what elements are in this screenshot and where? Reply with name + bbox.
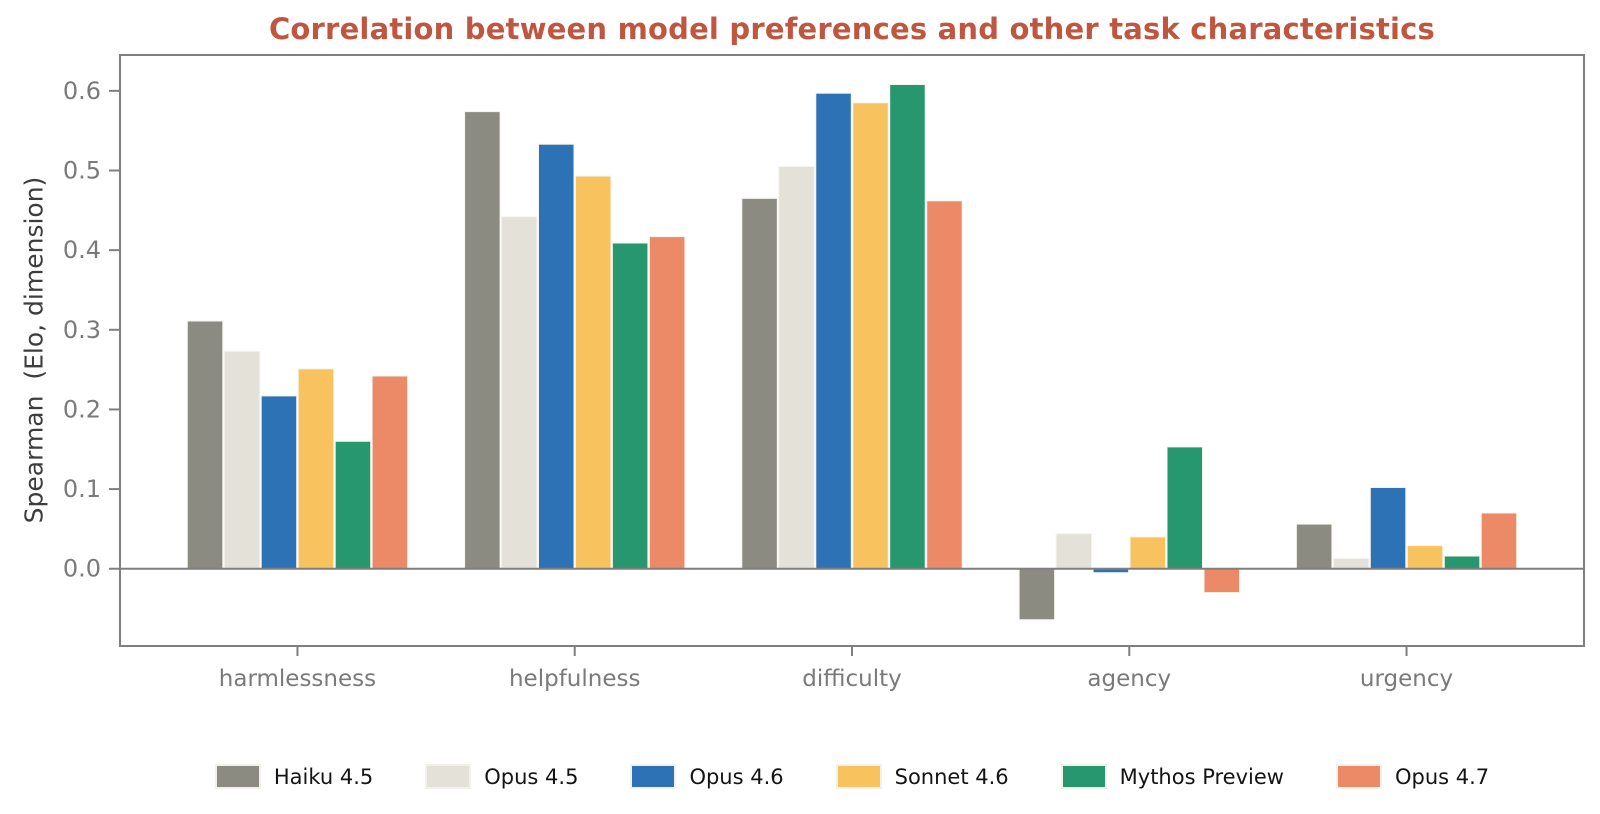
- chart-legend: Haiku 4.5 Opus 4.5 Opus 4.6 Sonnet 4.6 Mytho…: [120, 764, 1584, 789]
- legend-swatch: [425, 764, 472, 789]
- legend-item-mythos-preview: Mythos Preview: [1060, 764, 1284, 789]
- legend-label: Opus 4.6: [689, 764, 784, 789]
- legend-swatch: [1060, 764, 1107, 789]
- y-tick-label: 0.3: [63, 316, 101, 344]
- bar-mythos-preview-agency: [1166, 446, 1203, 570]
- bar-haiku-4-5-urgency: [1295, 523, 1333, 570]
- bar-mythos-preview-helpfulness: [611, 242, 649, 570]
- x-category-label: difficulty: [802, 666, 901, 692]
- bar-mythos-preview-urgency: [1443, 555, 1481, 570]
- bar-mythos-preview-harmlessness: [334, 440, 372, 570]
- legend-label: Sonnet 4.6: [894, 764, 1009, 789]
- legend-label: Haiku 4.5: [273, 764, 374, 789]
- bar-opus-4-6-difficulty: [815, 92, 852, 570]
- legend-label: Opus 4.7: [1394, 764, 1490, 789]
- bar-opus-4-5-urgency: [1332, 557, 1370, 570]
- chart-title: Correlation between model preferences an…: [268, 12, 1436, 46]
- bar-opus-4-5-helpfulness: [501, 216, 538, 570]
- plot-border: [119, 54, 1585, 647]
- y-tick-label: 0.0: [63, 555, 101, 583]
- x-category-label: harmlessness: [219, 666, 376, 692]
- x-category-label: agency: [1087, 666, 1171, 692]
- bar-opus-4-7-urgency: [1480, 512, 1518, 570]
- bar-opus-4-5-harmlessness: [223, 350, 261, 570]
- legend-item-opus-4-7: Opus 4.7: [1335, 764, 1490, 789]
- bar-opus-4-7-difficulty: [926, 200, 963, 570]
- legend-label: Opus 4.5: [484, 764, 579, 789]
- legend-item-opus-4-5: Opus 4.5: [425, 764, 578, 789]
- legend-item-haiku-4-5: Haiku 4.5: [214, 764, 374, 789]
- bar-opus-4-6-helpfulness: [538, 143, 575, 570]
- legend-swatch: [630, 764, 677, 789]
- legend-swatch: [1335, 764, 1382, 789]
- legend-label: Mythos Preview: [1119, 764, 1284, 789]
- bar-opus-4-7-harmlessness: [371, 375, 409, 570]
- bar-sonnet-4-6-agency: [1129, 536, 1166, 570]
- bar-haiku-4-5-difficulty: [741, 197, 778, 570]
- bar-haiku-4-5-harmlessness: [186, 320, 224, 570]
- y-tick-label: 0.2: [63, 395, 101, 423]
- x-category-label: helpfulness: [509, 666, 640, 692]
- bar-sonnet-4-6-urgency: [1406, 545, 1444, 570]
- bar-sonnet-4-6-harmlessness: [297, 368, 335, 570]
- legend-item-sonnet-4-6: Sonnet 4.6: [835, 764, 1009, 789]
- x-category-label: urgency: [1360, 666, 1453, 692]
- bar-sonnet-4-6-helpfulness: [575, 175, 612, 570]
- legend-item-opus-4-6: Opus 4.6: [630, 764, 784, 789]
- bar-opus-4-5-agency: [1055, 533, 1093, 570]
- bar-mythos-preview-difficulty: [889, 84, 926, 570]
- bar-opus-4-7-helpfulness: [648, 236, 686, 570]
- bar-opus-4-6-urgency: [1369, 487, 1407, 570]
- y-tick-label: 0.1: [63, 475, 101, 503]
- y-tick-label: 0.5: [63, 156, 101, 184]
- bar-haiku-4-5-agency: [1018, 568, 1056, 621]
- legend-swatch: [835, 764, 882, 789]
- bar-opus-4-7-agency: [1203, 568, 1240, 594]
- bar-opus-4-5-difficulty: [778, 166, 815, 570]
- bar-sonnet-4-6-difficulty: [852, 102, 889, 570]
- y-tick-label: 0.6: [63, 77, 101, 105]
- y-tick-label: 0.4: [63, 236, 101, 264]
- bar-opus-4-6-harmlessness: [260, 395, 298, 570]
- legend-swatch: [214, 764, 261, 789]
- bar-haiku-4-5-helpfulness: [464, 111, 501, 570]
